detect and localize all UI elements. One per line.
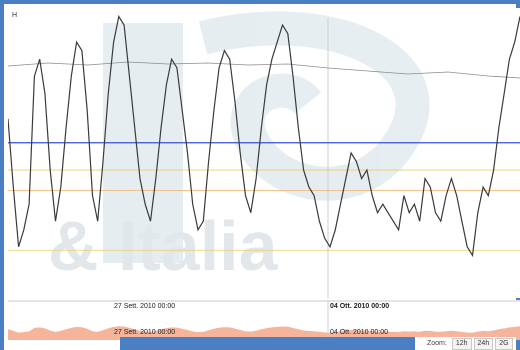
series-line xyxy=(8,14,520,258)
watermark-text: & Italia xyxy=(48,207,279,285)
navigator-chart xyxy=(8,300,520,340)
reference-lines xyxy=(8,142,520,251)
plot-background xyxy=(8,8,520,298)
zoom-controls: Zoom: 12h 24h 2G xyxy=(415,337,516,350)
navigator-date-2: 04 Ott. 2010 00:00 xyxy=(330,303,390,310)
main-chart: & Italia xyxy=(8,8,520,298)
corner-label: H xyxy=(12,12,18,19)
navigator-date-1: 27 Sett. 2010 00:00 xyxy=(114,303,176,310)
zoom-12h-button[interactable]: 12h xyxy=(451,337,472,350)
zoom-label: Zoom: xyxy=(427,340,447,347)
upper-trend-line xyxy=(8,61,520,79)
scrollbar-track[interactable] xyxy=(120,337,415,350)
zoom-24h-button[interactable]: 24h xyxy=(473,337,494,350)
navigator-area xyxy=(8,326,520,340)
scroll-date-2: 04 Ott. 2010 00:00 xyxy=(330,329,388,336)
zoom-2g-button[interactable]: 2G xyxy=(495,337,513,350)
scroll-date-1: 27 Sett. 2010 00:00 xyxy=(114,329,176,336)
